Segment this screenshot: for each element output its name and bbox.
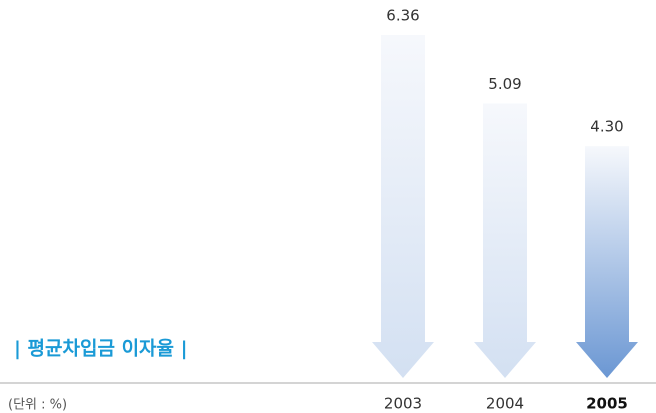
arrow-bar [372,35,434,378]
value-label: 4.30 [590,118,623,136]
x-tick-label: 2003 [384,395,422,413]
chart-title: | 평균차입금 이자율 | [14,338,188,360]
arrow-bar [474,103,536,379]
arrow-bar [576,146,638,378]
unit-label: (단위 : %) [8,398,67,413]
value-label: 5.09 [488,75,521,93]
value-label: 6.36 [386,7,419,25]
x-tick-label: 2004 [486,395,524,413]
x-tick-label: 2005 [586,395,628,413]
